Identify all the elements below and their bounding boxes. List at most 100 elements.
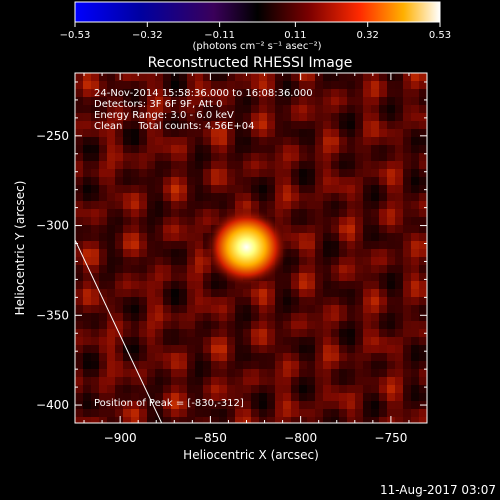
heatmap-cell — [315, 401, 323, 409]
heatmap-cell — [227, 73, 235, 81]
heatmap-cell — [171, 193, 179, 201]
heatmap-cell — [291, 313, 299, 321]
heatmap-cell — [139, 273, 147, 281]
heatmap-cell — [91, 177, 99, 185]
heatmap-cell — [179, 209, 187, 217]
heatmap-cell — [171, 257, 179, 265]
heatmap-cell — [275, 129, 283, 137]
heatmap-cell — [195, 329, 203, 337]
heatmap-cell — [267, 289, 275, 297]
heatmap-cell — [331, 169, 339, 177]
heatmap-cell — [259, 409, 267, 417]
heatmap-cell — [395, 241, 403, 249]
heatmap-cell — [275, 209, 283, 217]
heatmap-cell — [107, 353, 115, 361]
heatmap-cell — [131, 289, 139, 297]
heatmap-cell — [371, 129, 379, 137]
heatmap-cell — [91, 417, 99, 423]
heatmap-cell — [179, 185, 187, 193]
heatmap-cell — [163, 137, 171, 145]
heatmap-cell — [179, 217, 187, 225]
heatmap-cell — [379, 393, 387, 401]
heatmap-cell — [211, 393, 219, 401]
heatmap-cell — [331, 329, 339, 337]
heatmap-cell — [315, 241, 323, 249]
heatmap-cell — [347, 385, 355, 393]
heatmap-cell — [83, 153, 91, 161]
heatmap-cell — [283, 193, 291, 201]
heatmap-cell — [371, 121, 379, 129]
heatmap-cell — [83, 377, 91, 385]
heatmap-cell — [155, 313, 163, 321]
heatmap-cell — [139, 137, 147, 145]
heatmap-cell — [75, 417, 83, 423]
heatmap-cell — [227, 321, 235, 329]
heatmap-cell — [387, 185, 395, 193]
heatmap-cell — [395, 345, 403, 353]
heatmap-cell — [171, 361, 179, 369]
heatmap-cell — [227, 305, 235, 313]
heatmap-cell — [379, 233, 387, 241]
heatmap-cell — [307, 409, 315, 417]
heatmap-cell — [283, 201, 291, 209]
heatmap-cell — [99, 113, 107, 121]
heatmap-cell — [139, 225, 147, 233]
heatmap-cell — [91, 401, 99, 409]
heatmap-cell — [403, 385, 411, 393]
heatmap-cell — [123, 401, 131, 409]
heatmap-cell — [139, 361, 147, 369]
heatmap-cell — [171, 153, 179, 161]
heatmap-cell — [291, 385, 299, 393]
heatmap-cell — [363, 417, 371, 423]
heatmap-cell — [99, 249, 107, 257]
heatmap-cell — [235, 289, 243, 297]
heatmap-cell — [291, 217, 299, 225]
heatmap-cell — [267, 89, 275, 97]
heatmap-cell — [107, 153, 115, 161]
heatmap-cell — [355, 73, 363, 81]
heatmap-cell — [115, 233, 123, 241]
heatmap-cell — [411, 345, 419, 353]
heatmap-cell — [291, 329, 299, 337]
heatmap-cell — [347, 113, 355, 121]
heatmap-cell — [371, 137, 379, 145]
heatmap-cell — [243, 105, 251, 113]
heatmap-cell — [275, 297, 283, 305]
heatmap-cell — [355, 369, 363, 377]
heatmap-cell — [283, 393, 291, 401]
heatmap-cell — [411, 241, 419, 249]
heatmap-cell — [179, 393, 187, 401]
heatmap-cell — [387, 89, 395, 97]
heatmap-cell — [323, 305, 331, 313]
heatmap-cell — [195, 97, 203, 105]
heatmap-cell — [379, 329, 387, 337]
heatmap-cell — [307, 401, 315, 409]
heatmap-cell — [187, 305, 195, 313]
heatmap-cell — [187, 385, 195, 393]
heatmap-cell — [307, 153, 315, 161]
heatmap-cell — [147, 305, 155, 313]
heatmap-cell — [283, 177, 291, 185]
heatmap-cell — [155, 297, 163, 305]
heatmap-cell — [339, 121, 347, 129]
heatmap-cell — [163, 305, 171, 313]
heatmap-cell — [235, 145, 243, 153]
heatmap-cell — [315, 321, 323, 329]
heatmap-cell — [219, 121, 227, 129]
heatmap-cell — [291, 161, 299, 169]
heatmap-cell — [211, 129, 219, 137]
heatmap-cell — [171, 313, 179, 321]
heatmap-cell — [387, 233, 395, 241]
heatmap-cell — [211, 321, 219, 329]
heatmap-cell — [243, 289, 251, 297]
heatmap-cell — [187, 105, 195, 113]
heatmap-cell — [259, 297, 267, 305]
x-tick-label: −900 — [104, 431, 137, 445]
heatmap-cell — [267, 129, 275, 137]
heatmap-cell — [339, 385, 347, 393]
heatmap-cell — [139, 313, 147, 321]
heatmap-cell — [275, 409, 283, 417]
heatmap-cell — [371, 105, 379, 113]
heatmap-cell — [203, 257, 211, 265]
heatmap-cell — [363, 89, 371, 97]
